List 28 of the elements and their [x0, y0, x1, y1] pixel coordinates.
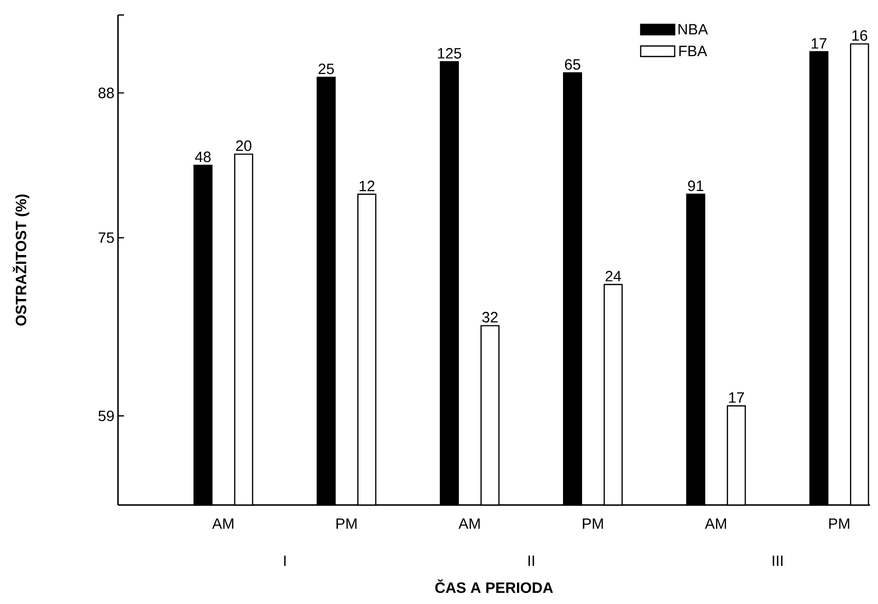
text: III: [772, 556, 782, 566]
y-axis-title: OSTRAŽITOST (%): [12, 194, 30, 326]
annotation: 24: [606, 270, 622, 282]
annotation: 25: [318, 64, 334, 74]
annotation: 17: [812, 38, 826, 49]
annotation: 17: [729, 392, 744, 403]
annotation: 20: [236, 140, 252, 151]
x-tick-label: AM: [458, 518, 480, 529]
x-tick-label: PM: [829, 518, 850, 529]
annotation: 91: [688, 180, 704, 192]
x-tick-label: PM: [582, 518, 603, 529]
x-tick-label: AM: [212, 518, 234, 529]
y-tick-label: 75: [98, 232, 114, 243]
annotation: 16: [852, 30, 868, 41]
x-axis-title: ČAS A PERIODA: [435, 579, 553, 593]
legend-label: NBA: [678, 24, 708, 34]
y-tick-label: 88: [98, 88, 114, 98]
text: I: [284, 556, 286, 566]
legend-label: FBA: [679, 46, 708, 56]
text: II: [528, 556, 534, 566]
annotation: 32: [482, 312, 498, 322]
annotation: 125: [438, 48, 462, 59]
annotation: 65: [564, 59, 580, 70]
x-tick-label: AM: [704, 518, 726, 529]
x-tick-label: PM: [336, 518, 356, 529]
annotation: 12: [360, 180, 374, 192]
annotation: 48: [195, 152, 211, 162]
y-tick-label: 59: [98, 410, 114, 422]
